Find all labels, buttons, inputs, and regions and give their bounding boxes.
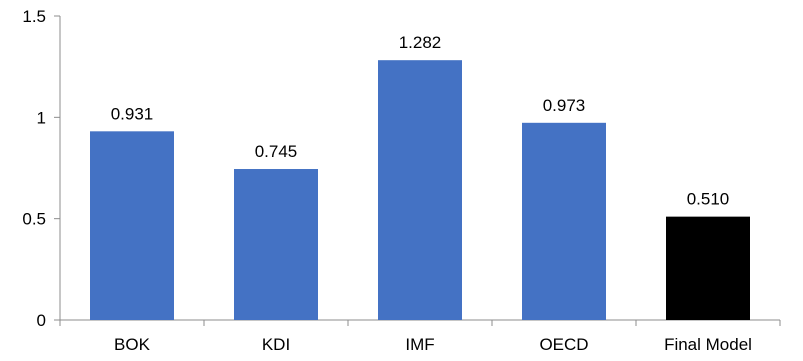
bars xyxy=(90,60,750,321)
bar-imf xyxy=(378,60,462,320)
data-label: 0.510 xyxy=(687,190,730,209)
y-tick-label: 1 xyxy=(37,108,46,127)
bar-kdi xyxy=(234,169,318,320)
x-category-label: OECD xyxy=(539,335,588,354)
y-tick-label: 0.5 xyxy=(22,210,46,229)
data-labels: 0.931 0.745 1.282 0.973 0.510 xyxy=(111,33,730,208)
bar-oecd xyxy=(522,122,606,321)
x-category-label: Final Model xyxy=(664,335,752,354)
y-tick-label: 0 xyxy=(37,311,46,330)
bar-bok xyxy=(90,131,174,320)
x-category-label: BOK xyxy=(114,335,151,354)
data-label: 0.931 xyxy=(111,104,154,123)
data-label: 1.282 xyxy=(399,33,442,52)
bar-final-model xyxy=(666,216,750,320)
y-axis: 0 0.5 1 1.5 xyxy=(22,7,61,330)
x-category-label: KDI xyxy=(262,335,290,354)
y-tick-label: 1.5 xyxy=(22,7,46,26)
data-label: 0.973 xyxy=(543,96,586,115)
x-axis: BOK KDI IMF OECD Final Model xyxy=(59,319,781,354)
data-label: 0.745 xyxy=(255,142,298,161)
x-category-label: IMF xyxy=(405,335,434,354)
